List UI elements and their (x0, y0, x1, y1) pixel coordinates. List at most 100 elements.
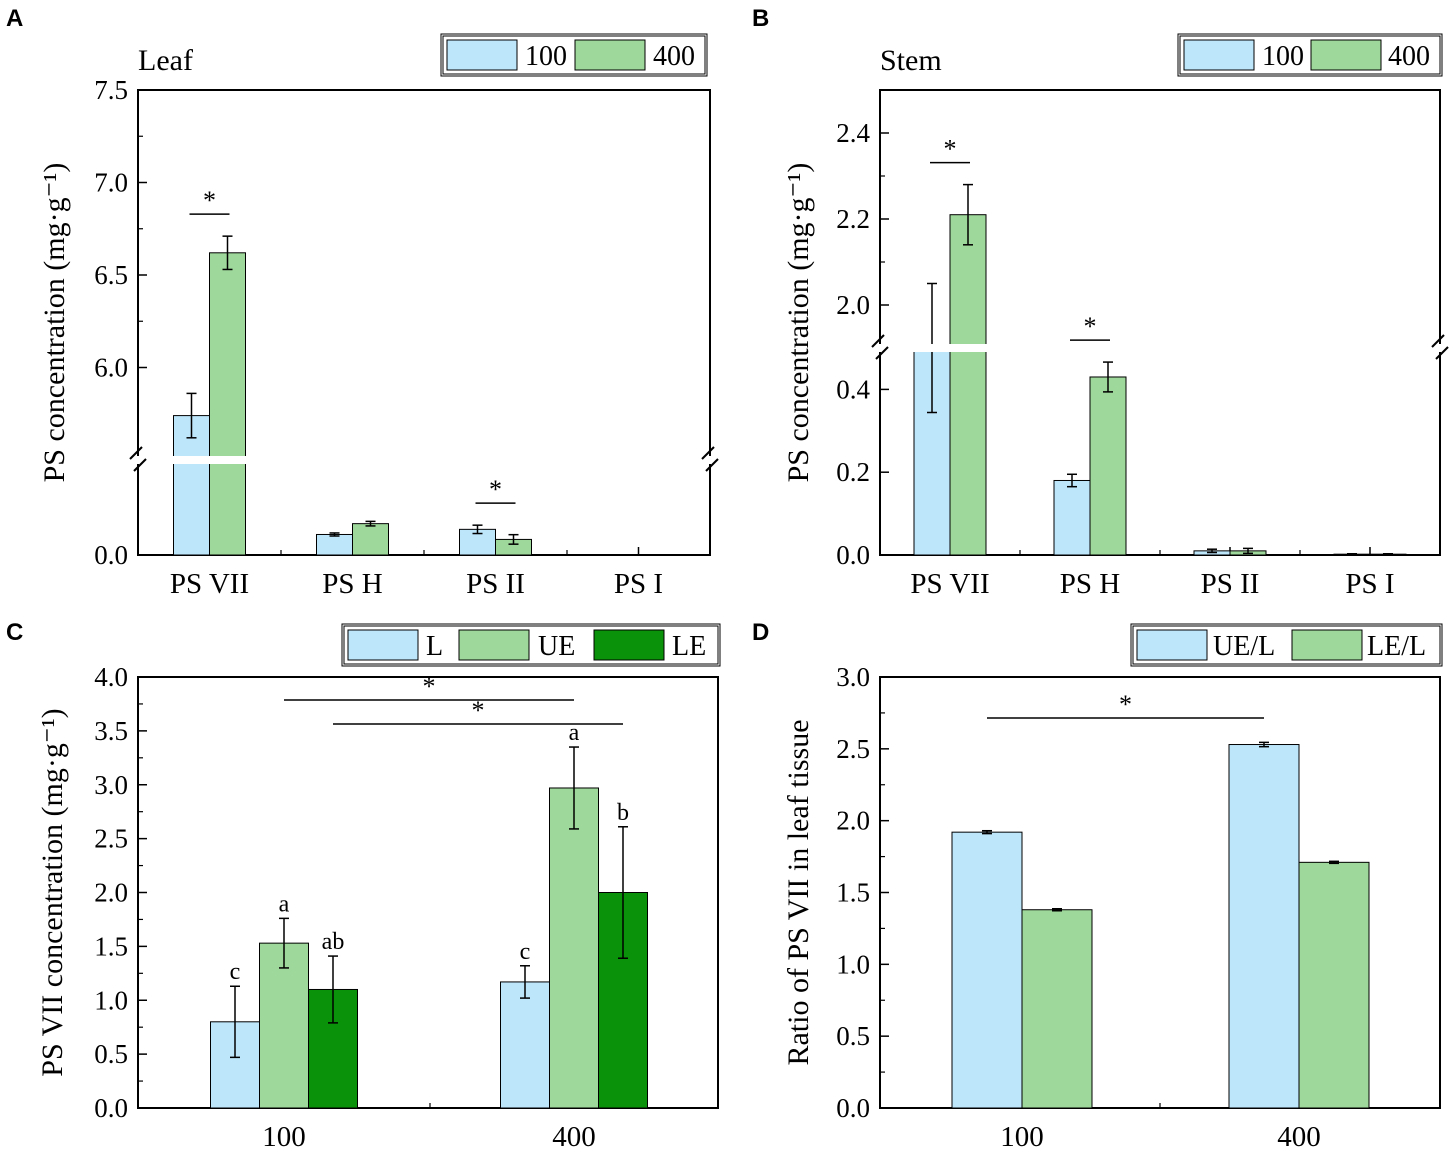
legend-swatch-C-1 (458, 629, 530, 661)
axis-break-A-left-b (133, 458, 147, 472)
bar-D-LE-L-400 (1298, 861, 1370, 1109)
y-axis-label-B: PS concentration (mg·g⁻¹) (782, 163, 815, 483)
bar-A-400-PS-I (638, 554, 675, 556)
bar-A-100-PS-VII (173, 415, 210, 556)
y-tick-label-C: 0.5 (94, 1039, 128, 1069)
panel-label-A: A (6, 5, 23, 32)
axis-break-B-left-b (875, 346, 889, 360)
y-tick-label-B: 2.2 (836, 204, 870, 234)
y-tick-label-B: 0.2 (836, 457, 870, 487)
y-tick-label-B: 2.4 (836, 118, 870, 148)
y-tick-label-C: 2.0 (94, 878, 128, 908)
axis-break-B-right-a (1431, 334, 1445, 348)
bar-D-UE-L-400 (1228, 744, 1300, 1109)
legend-label-C-0: L (426, 631, 443, 662)
y-tick-label-B: 0.0 (836, 540, 870, 570)
chart-title-B: Stem (880, 44, 942, 77)
y-tick-label-C: 1.0 (94, 985, 128, 1015)
group-letter-C: c (520, 939, 531, 965)
legend-swatch-D-0 (1136, 629, 1208, 661)
y-axis-label-A: PS concentration (mg·g⁻¹) (38, 163, 71, 483)
legend-label-C-2: LE (672, 631, 706, 662)
legend-label-C-1: UE (538, 631, 575, 662)
bar-C-L-400 (500, 981, 550, 1109)
x-category-label-D: 400 (1277, 1121, 1321, 1151)
y-tick-label-D: 0.5 (836, 1021, 870, 1051)
panel-label-D: D (752, 619, 769, 646)
x-category-label-B: PS II (1201, 568, 1260, 600)
y-tick-label-B: 0.4 (836, 374, 870, 404)
chart-title-A: Leaf (138, 44, 193, 77)
legend-swatch-B-0 (1183, 39, 1255, 71)
legend-label-B-0: 100 (1262, 41, 1304, 72)
significance-star-A: * (489, 475, 502, 504)
legend-swatch-A-0 (446, 39, 518, 71)
y-tick-label-C: 3.5 (94, 716, 128, 746)
x-category-label-A: PS II (466, 568, 525, 600)
group-letter-C: c (230, 959, 241, 985)
significance-star-C: * (472, 696, 485, 725)
y-axis-label-C: PS VII concentration (mg·g⁻¹) (36, 708, 69, 1076)
bar-A-100-PS-I (602, 554, 639, 556)
legend-label-A-1: 400 (653, 41, 695, 72)
x-category-label-C: 100 (262, 1121, 306, 1151)
y-tick-label-A: 7.5 (94, 75, 128, 105)
legend-frame-outer-C (341, 623, 721, 667)
group-letter-C: ab (322, 929, 345, 955)
axis-break-A-left-a (129, 446, 143, 460)
y-tick-label-C: 2.5 (94, 824, 128, 854)
legend-swatch-D-1 (1291, 629, 1363, 661)
legend-frame-outer-D (1130, 623, 1443, 667)
x-category-label-A: PS VII (170, 568, 249, 600)
y-tick-label-D: 3.0 (836, 662, 870, 692)
bar-A-400-PS-VII (209, 252, 246, 556)
axis-break-A-right-b (705, 458, 719, 472)
legend-swatch-C-2 (593, 629, 665, 661)
y-tick-label-A: 7.0 (94, 168, 128, 198)
bar-D-LE-L-100 (1021, 909, 1093, 1109)
y-tick-label-A: 6.5 (94, 260, 128, 290)
legend-frame-outer-A (440, 33, 708, 77)
panel-label-B: B (752, 5, 769, 32)
bar-C-UE-400 (549, 787, 599, 1109)
legend-frame-outer-B (1177, 33, 1443, 77)
significance-star-A: * (203, 186, 216, 215)
significance-star-D: * (1119, 690, 1132, 719)
y-tick-label-D: 1.0 (836, 949, 870, 979)
legend-swatch-A-1 (574, 39, 646, 71)
axis-break-A-right-a (701, 446, 715, 460)
bar-A-100-PS-H (316, 533, 353, 556)
y-tick-label-C: 4.0 (94, 662, 128, 692)
bar-B-100-PS-H (1053, 479, 1091, 556)
group-letter-C: a (569, 720, 580, 746)
y-tick-label-C: 1.5 (94, 931, 128, 961)
axis-break-B-right-b (1435, 346, 1449, 360)
bar-D-UE-L-100 (951, 831, 1023, 1109)
x-category-label-A: PS H (322, 568, 383, 600)
y-tick-label-D: 1.5 (836, 878, 870, 908)
y-tick-label-A: 6.0 (94, 353, 128, 383)
y-tick-label-D: 2.5 (836, 734, 870, 764)
x-category-label-A: PS I (614, 568, 663, 600)
y-tick-label-B: 2.0 (836, 290, 870, 320)
legend-label-A-0: 100 (525, 41, 567, 72)
legend-swatch-C-0 (347, 629, 419, 661)
panel-label-C: C (6, 619, 23, 646)
bar-A-400-PS-H (352, 523, 389, 556)
significance-star-B: * (944, 135, 957, 164)
x-category-label-B: PS H (1060, 568, 1121, 600)
axis-break-gap-A (140, 456, 708, 464)
y-tick-label-D: 0.0 (836, 1093, 870, 1123)
group-letter-C: a (279, 891, 290, 917)
axis-break-gap-B (882, 344, 1438, 352)
legend-label-D-0: UE/L (1213, 631, 1275, 662)
significance-star-C: * (423, 672, 436, 701)
x-category-label-C: 400 (552, 1121, 596, 1151)
x-category-label-D: 100 (1000, 1121, 1044, 1151)
bar-B-400-PS-H (1089, 376, 1127, 556)
y-tick-label-C: 3.0 (94, 770, 128, 800)
group-letter-C: b (617, 800, 629, 826)
y-axis-label-D: Ratio of PS VII in leaf tissue (782, 719, 815, 1065)
y-tick-label-A: 0.0 (94, 540, 128, 570)
